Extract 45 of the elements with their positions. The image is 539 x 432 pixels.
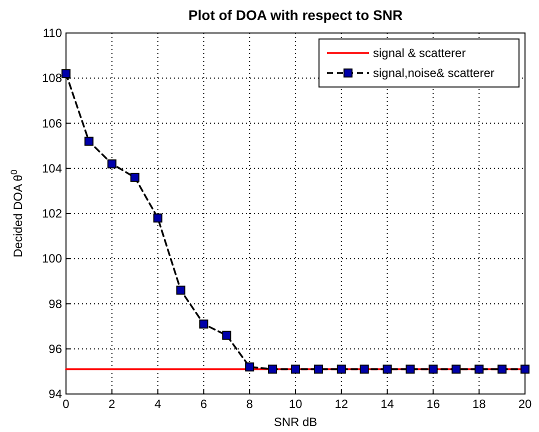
point: [498, 364, 507, 374]
point: [291, 364, 300, 374]
point: [520, 364, 530, 374]
x-tick-label: 12: [334, 397, 348, 411]
point: [360, 364, 369, 374]
point: [268, 364, 278, 374]
point: [336, 364, 346, 374]
point: [428, 364, 438, 374]
point: [222, 330, 232, 340]
point: [84, 136, 94, 146]
point: [176, 286, 186, 295]
x-tick-label: 14: [380, 397, 394, 411]
point: [199, 320, 208, 329]
x-tick-label: 16: [426, 397, 440, 411]
x-tick-label: 18: [472, 397, 486, 411]
y-tick-label: 110: [42, 26, 62, 40]
point: [245, 362, 254, 372]
x-tick-label: 2: [108, 397, 116, 411]
x-axis-title: SNR dB: [274, 415, 318, 429]
legend-label: signal,noise& scatterer: [373, 66, 494, 80]
legend-label: signal & scatterer: [373, 46, 466, 60]
chart-title: Plot of DOA with respect to SNR: [188, 7, 403, 23]
x-tick-label: 8: [246, 397, 254, 411]
x-tick-label: 10: [288, 397, 302, 411]
point: [406, 364, 415, 374]
point: [474, 364, 484, 374]
y-tick-label: 106: [42, 116, 62, 130]
y-tick-label: 96: [48, 342, 62, 356]
y-tick-label: 98: [48, 296, 62, 311]
point: [107, 159, 116, 168]
point: [130, 172, 140, 182]
point: [153, 214, 162, 223]
point: [314, 364, 323, 374]
y-tick-label: 108: [42, 71, 62, 86]
x-tick-label: 6: [200, 397, 208, 411]
y-tick-label: 104: [42, 161, 62, 176]
y-tick-label: 100: [42, 252, 62, 266]
y-tick-label: 102: [42, 206, 62, 220]
y-tick-label: 94: [48, 387, 62, 401]
x-tick-label: 4: [154, 397, 162, 411]
point: [62, 69, 70, 78]
x-tick-label: 0: [62, 397, 70, 411]
x-tick-label: 20: [518, 397, 532, 411]
point: [452, 364, 461, 374]
point: [382, 364, 392, 374]
